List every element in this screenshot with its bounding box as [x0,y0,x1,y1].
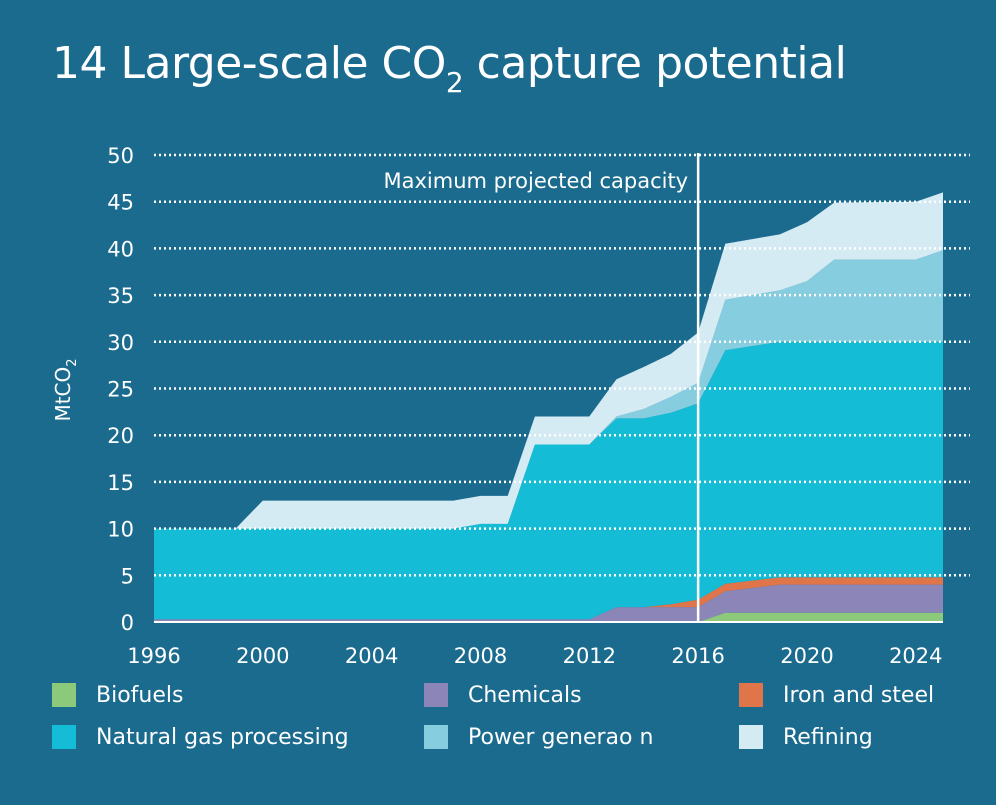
y-axis-ticks: 0 5 10 15 20 25 30 35 40 45 50 [107,144,134,635]
x-tick-label: 2012 [563,644,616,668]
x-tick-label: 2000 [236,644,289,668]
x-tick-label: 2004 [345,644,398,668]
x-tick-label: 1996 [127,644,180,668]
x-tick-label: 2016 [671,644,724,668]
y-tick-label: 5 [121,564,134,588]
y-tick-label: 15 [107,471,134,495]
x-tick-label: 2020 [780,644,833,668]
y-tick-label: 40 [107,237,134,261]
area-iron-and-steel [154,577,943,620]
y-axis-label-main: MtCO [51,367,75,422]
legend-swatch [739,683,763,707]
legend-label: Natural gas processing [96,724,349,750]
chart-title: 14 Large-scale CO2 capture potential [52,42,847,99]
legend-item: Refining [739,723,873,751]
y-tick-label: 10 [107,518,134,542]
gridlines [154,153,970,577]
y-tick-label: 0 [121,611,134,635]
area-refining [154,192,943,529]
y-axis-label: MtCO2 [51,358,80,421]
legend-label: Biofuels [96,682,184,708]
legend-swatch [52,725,76,749]
area-chemicals [154,584,943,622]
projection-marker-label: Maximum projected capacity [384,169,689,193]
legend-swatch [739,725,763,749]
chart-title-subscript: 2 [445,66,464,99]
y-tick-label: 45 [107,191,134,215]
legend-label: Refining [783,724,873,750]
area-layers [154,192,943,622]
legend-swatch [424,683,448,707]
legend-swatch [52,683,76,707]
area-natural-gas-processing [154,341,943,620]
x-tick-label: 2024 [889,644,942,668]
y-tick-label: 35 [107,284,134,308]
legend-label: Power generaо n [468,724,654,750]
y-tick-label: 20 [107,424,134,448]
area-power-generaо-n [154,250,943,529]
y-axis-label-subscript: 2 [65,358,80,366]
legend-item: Natural gas processing [52,723,349,751]
legend-label: Iron and steel [783,682,935,708]
y-tick-label: 30 [107,331,134,355]
x-axis-ticks: 1996 2000 2004 2008 2012 2016 2020 2024 [127,644,942,668]
chart-title-rest: capture potential [463,38,847,89]
legend-label: Chemicals [468,682,582,708]
y-tick-label: 50 [107,144,134,168]
y-tick-label: 25 [107,378,134,402]
legend-item: Power generaо n [424,723,653,751]
legend-swatch [424,725,448,749]
x-tick-label: 2008 [454,644,507,668]
legend-item: Biofuels [52,681,183,709]
stacked-area-chart: 0 5 10 15 20 25 30 35 40 45 50 1996 2000 2004 2008 201… [51,144,970,668]
chart-title-main: 14 Large-scale CO [52,38,446,89]
legend-item: Iron and steel [739,681,934,709]
legend-item: Chemicals [424,681,582,709]
area-biofuels [154,612,943,622]
